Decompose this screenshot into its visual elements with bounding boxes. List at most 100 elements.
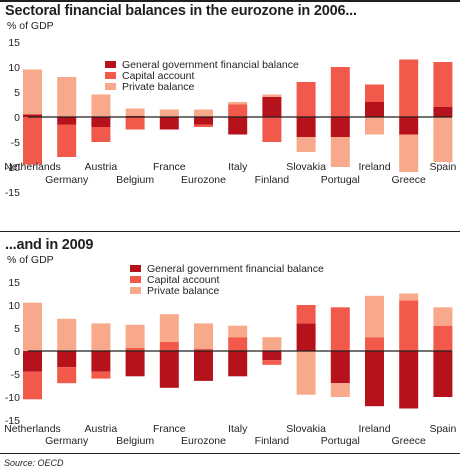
- x-tick-label: France: [153, 161, 186, 173]
- chart-title-2009: ...and in 2009: [5, 237, 94, 253]
- bar-segment: [23, 117, 42, 165]
- bar-segment: [330, 67, 350, 117]
- bar-segment: [23, 114, 42, 117]
- bar-segment: [365, 351, 384, 407]
- bar-segment: [399, 293, 419, 301]
- y-unit-label-2006: % of GDP: [7, 20, 54, 32]
- source-note: Source: OECD: [4, 458, 64, 468]
- bar-segment: [262, 97, 282, 117]
- bar-segment: [159, 314, 179, 342]
- bar-segment: [194, 323, 213, 349]
- bar-segment: [296, 351, 316, 395]
- bar-segment: [228, 117, 248, 135]
- bar-segment: [296, 117, 316, 137]
- x-tick-label: Belgium: [116, 174, 154, 186]
- bar-segment: [262, 351, 282, 361]
- y-tick-label: 0: [14, 346, 20, 358]
- bar-segment: [330, 307, 350, 351]
- chart-2009: 15 10 5 0 -5 -10 -15NetherlandsGermanyAustriaB…: [4, 263, 456, 447]
- bar-segment: [159, 109, 179, 117]
- bar-segment: [159, 117, 179, 130]
- chart-2006: 15 10 5 0 -5 -10 -15 NetherlandsGermanyAustriaB…: [4, 37, 456, 199]
- bar-segment: [159, 341, 179, 351]
- bar-segment: [365, 337, 384, 351]
- y-tick-label: -15: [5, 415, 20, 427]
- x-tick-label: Eurozone: [181, 174, 226, 186]
- x-tick-label: Germany: [45, 174, 89, 186]
- x-tick-label: Eurozone: [181, 435, 226, 447]
- y-tick-label: -15: [5, 187, 20, 199]
- bar-segment: [194, 117, 213, 125]
- bar-segment: [262, 337, 282, 351]
- bar-segment: [330, 117, 350, 137]
- chart-title-2006: Sectoral financial balances in the euroz…: [5, 3, 357, 19]
- y-tick-label: 5: [14, 323, 20, 335]
- bar-segment: [91, 351, 111, 372]
- y-tick-label: 0: [14, 112, 20, 124]
- bar-segment: [296, 305, 316, 324]
- bar-segment: [125, 351, 145, 377]
- bar-segment: [262, 94, 282, 97]
- bar-segment: [330, 351, 350, 384]
- bottom-rule: [0, 453, 460, 454]
- y-tick-label: 10: [8, 62, 20, 74]
- bar-segment: [91, 127, 111, 142]
- bar-segment: [399, 59, 419, 117]
- bar-segment: [125, 347, 145, 351]
- bar-segment: [296, 137, 316, 152]
- bar-segment: [57, 318, 77, 351]
- y-tick-label: -5: [11, 369, 20, 381]
- bar-segment: [365, 84, 384, 102]
- bar-segment: [228, 102, 248, 105]
- legend-swatch: [130, 287, 141, 294]
- bar-segment: [433, 325, 453, 351]
- x-tick-label: France: [153, 423, 186, 435]
- bar-segment: [433, 107, 453, 117]
- bar-segment: [159, 351, 179, 388]
- x-tick-label: Greece: [391, 435, 426, 447]
- bar-segment: [399, 351, 419, 409]
- bar-segment: [23, 69, 42, 115]
- y-tick-label: -10: [5, 162, 20, 174]
- legend-label: Private balance: [122, 81, 195, 93]
- bar-segment: [228, 337, 248, 351]
- bar-segment: [91, 117, 111, 127]
- bar-segment: [365, 102, 384, 117]
- bar-segment: [433, 307, 453, 326]
- x-tick-label: Finland: [255, 174, 290, 186]
- bar-segment: [296, 323, 316, 351]
- legend-label: General government financial balance: [147, 263, 324, 275]
- x-tick-label: Greece: [391, 174, 426, 186]
- bar-segment: [57, 367, 77, 384]
- x-tick-label: Belgium: [116, 435, 154, 447]
- bar-segment: [399, 300, 419, 351]
- bar-segment: [23, 302, 42, 351]
- legend-swatch: [105, 61, 116, 68]
- bar-segment: [433, 351, 453, 397]
- bar-segment: [57, 77, 77, 117]
- legend-label: Private balance: [147, 285, 220, 297]
- bar-segment: [125, 117, 145, 130]
- bar-segment: [57, 117, 77, 125]
- x-tick-label: Ireland: [358, 423, 390, 435]
- bar-segment: [194, 351, 213, 381]
- section-divider: [0, 231, 460, 232]
- bar-segment: [57, 351, 77, 368]
- bar-segment: [262, 117, 282, 142]
- legend-swatch: [105, 72, 116, 79]
- x-tick-label: Slovakia: [286, 161, 326, 173]
- x-tick-label: Portugal: [321, 435, 360, 447]
- bar-segment: [262, 360, 282, 365]
- bar-segment: [296, 82, 316, 117]
- bar-segment: [399, 134, 419, 172]
- bar-segment: [365, 295, 384, 338]
- legend-label: General government financial balance: [122, 59, 299, 71]
- bar-segment: [228, 351, 248, 377]
- bar-segment: [125, 108, 145, 116]
- x-tick-label: Italy: [228, 161, 248, 173]
- bar-segment: [125, 324, 145, 348]
- x-tick-label: Netherlands: [4, 423, 61, 435]
- bar-segment: [23, 371, 42, 400]
- x-tick-label: Netherlands: [4, 161, 61, 173]
- x-tick-label: Ireland: [358, 161, 390, 173]
